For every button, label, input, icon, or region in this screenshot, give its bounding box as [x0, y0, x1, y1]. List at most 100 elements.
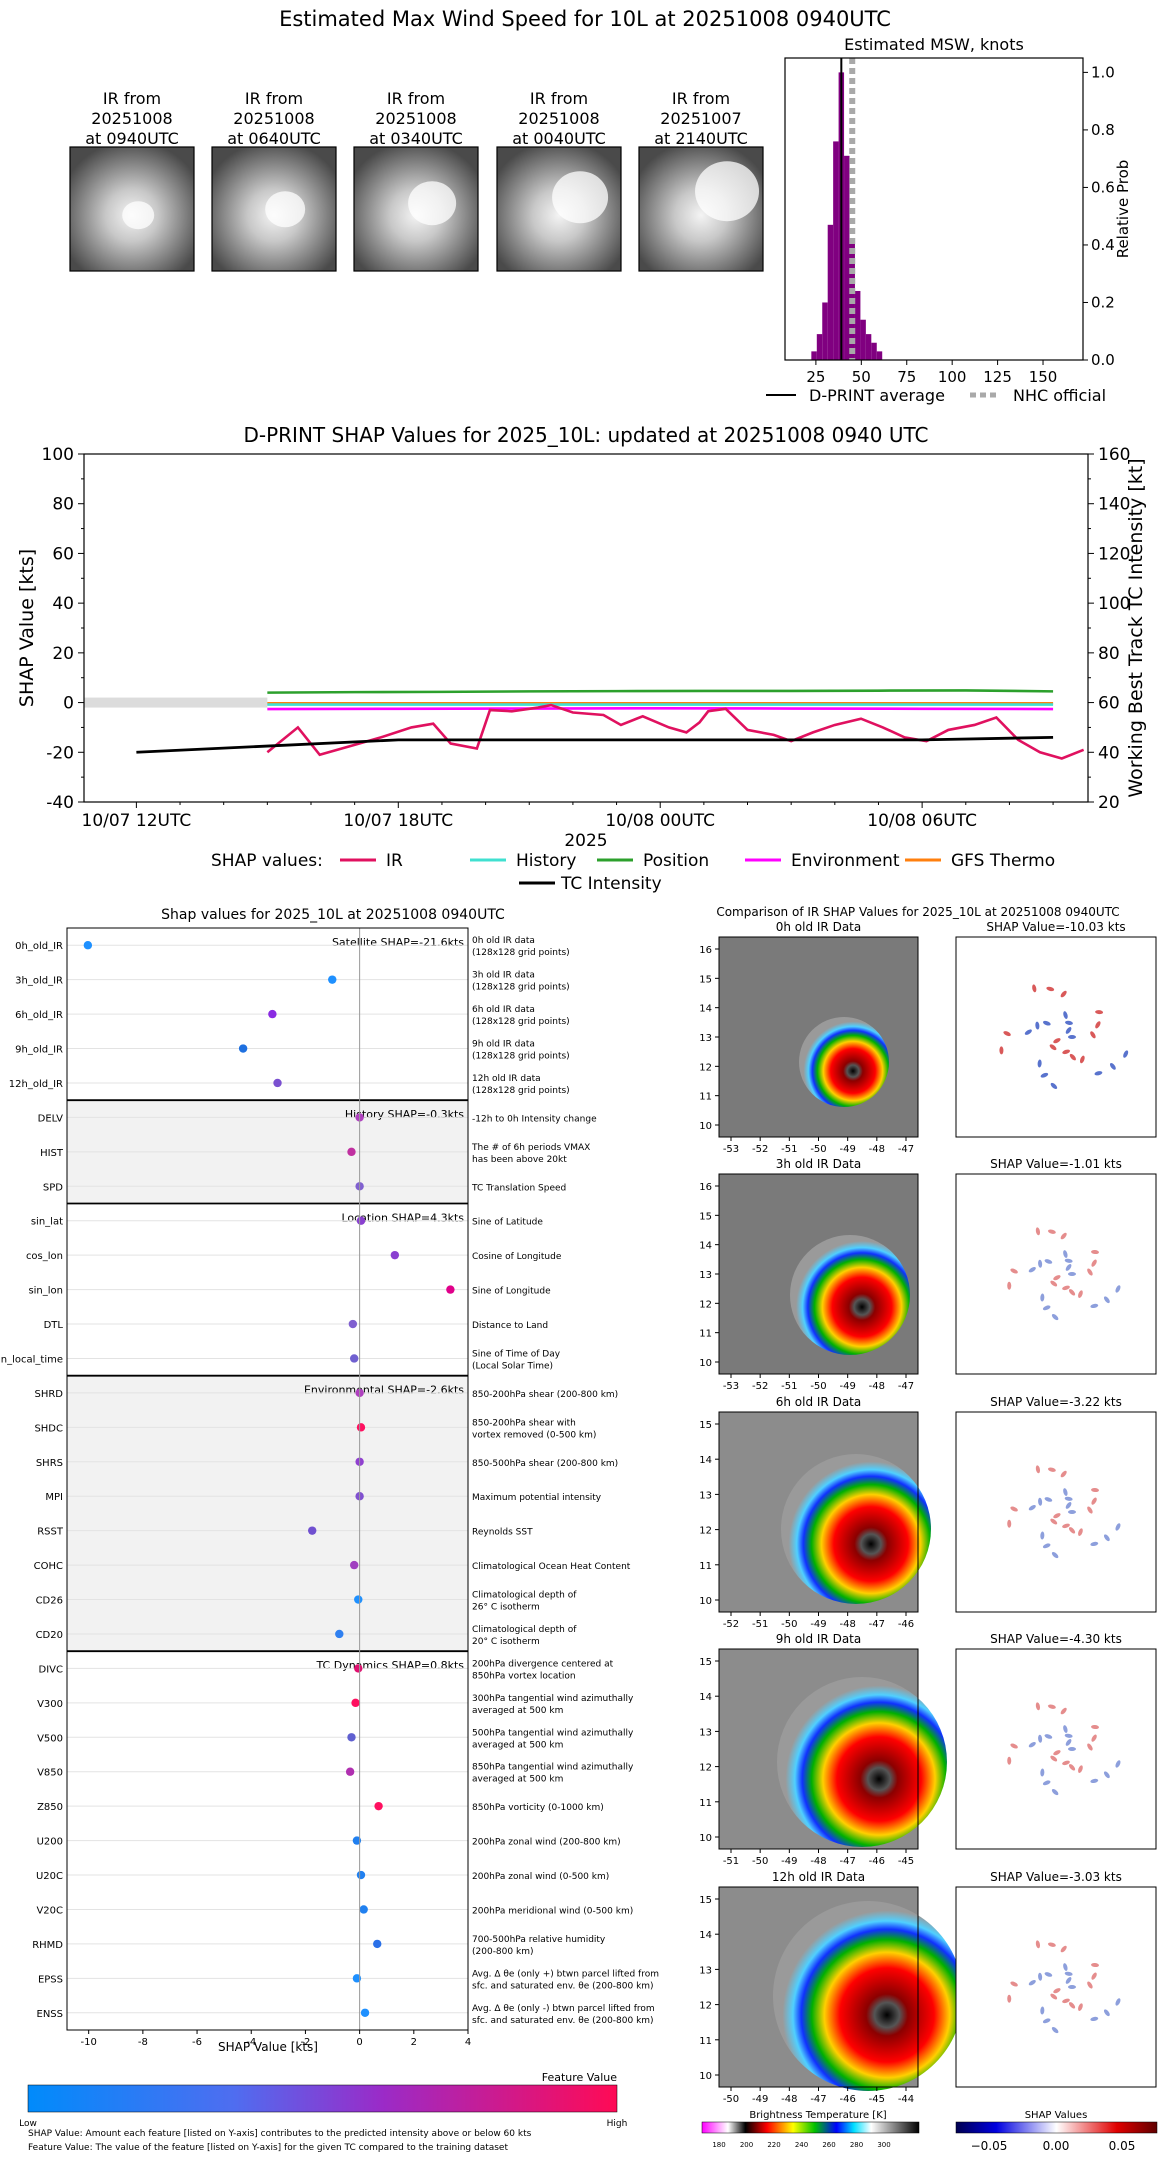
shap-panel-background — [956, 1649, 1156, 1849]
ir-x-tick-label: -52 — [752, 1381, 768, 1392]
group-label: TC Dynamics SHAP=0.8kts — [315, 1659, 464, 1672]
shap-pattern — [1028, 1266, 1036, 1273]
shap-pattern — [1060, 1232, 1067, 1240]
feature-description: 300hPa tangential wind azimuthally — [472, 1694, 634, 1704]
feature-name: V850 — [37, 1768, 63, 1779]
y2-tick-label: 60 — [1098, 694, 1120, 714]
shap-pattern — [1090, 1303, 1099, 1309]
feature-name: SPD — [43, 1182, 63, 1193]
feature-description: Sine of Latitude — [472, 1218, 543, 1228]
ir-x-tick-label: -50 — [810, 1144, 826, 1155]
feature-shap-point — [348, 1319, 358, 1329]
shap-pattern — [1115, 1285, 1121, 1293]
feature-name: U20C — [36, 1871, 63, 1882]
feature-name: CD26 — [36, 1596, 63, 1607]
ir-x-tick-label: -45 — [898, 1856, 914, 1867]
ir-x-tick-label: -52 — [723, 1619, 739, 1630]
ir-y-tick-label: 15 — [699, 974, 712, 985]
shap-pattern — [1063, 1963, 1068, 1971]
ir-y-tick-label: 15 — [699, 1895, 712, 1906]
page-title: Estimated Max Wind Speed for 10L at 2025… — [279, 7, 891, 31]
shap-pattern — [1062, 1523, 1070, 1529]
shap-pattern — [1007, 1519, 1012, 1528]
group-label: Environmental SHAP=-2.6kts — [304, 1384, 464, 1397]
shap-pattern — [1050, 1082, 1058, 1090]
feature-shap-point — [328, 975, 337, 984]
shap-tick-label: 0.05 — [1109, 2139, 1136, 2153]
feature-shap-point — [83, 941, 93, 950]
ir-x-tick-label: -50 — [723, 2094, 739, 2105]
feature-shap-point — [356, 1423, 366, 1432]
histogram-bar — [827, 224, 834, 360]
shap-pattern — [1109, 1062, 1116, 1070]
feature-name: U200 — [37, 1837, 63, 1848]
group-shading — [67, 1375, 468, 1652]
feature-description: Climatological depth of — [472, 1591, 577, 1601]
x-tick-label: 10/07 12UTC — [82, 811, 192, 831]
shap-pattern — [1032, 984, 1037, 993]
shap-pattern — [1051, 1552, 1059, 1559]
ir-y-tick-label: 10 — [699, 1833, 712, 1844]
shap-pattern — [1007, 1994, 1012, 2003]
shap-tick-label: 0.00 — [1043, 2139, 1070, 2153]
zero-band — [84, 697, 268, 708]
storm-cloud-shield — [790, 1235, 910, 1355]
shap-timeseries-chart: D-PRINT SHAP Values for 2025_10L: update… — [16, 423, 1147, 894]
feature-description: sfc. and saturated env. θe (200-800 km) — [472, 1981, 654, 1991]
shap-pattern — [1035, 1702, 1041, 1711]
shap-pattern — [1024, 1029, 1032, 1035]
thumbnail-frame — [211, 146, 337, 272]
shap-pattern — [1078, 1290, 1083, 1298]
y-tick-label: 0.2 — [1091, 293, 1115, 311]
shap-pattern — [1035, 1021, 1040, 1030]
ir-x-tick-label: -51 — [723, 1856, 739, 1867]
ir-x-tick-label: -50 — [810, 1381, 826, 1392]
shap-pattern — [1053, 1513, 1061, 1519]
shap-pattern — [1065, 1020, 1073, 1025]
group-label: Satellite SHAP=-21.6kts — [332, 936, 464, 949]
shap-pattern — [1094, 1071, 1103, 1076]
shap-pattern — [1028, 1504, 1036, 1511]
feature-shap-point — [354, 1595, 363, 1604]
cloud-core — [122, 201, 155, 230]
colorbar-title: Feature Value — [542, 2071, 618, 2084]
feature-shap-point — [390, 1250, 400, 1260]
y-tick-label: 40 — [52, 594, 74, 614]
shap-pattern — [1064, 1733, 1073, 1738]
feature-shap-point — [350, 1560, 359, 1570]
bt-colorbar-title: Brightness Temperature [K] — [749, 2110, 886, 2121]
shap-pattern — [1068, 1985, 1076, 1989]
shap-pattern — [1090, 1031, 1096, 1039]
shap-pattern — [1044, 1259, 1053, 1264]
cloud-core — [408, 181, 457, 226]
ir-x-tick-label: -51 — [781, 1144, 797, 1155]
x-tick-label: 4 — [465, 2037, 471, 2048]
histogram-bar — [854, 290, 861, 360]
x-tick-label: 10/08 00UTC — [605, 811, 715, 831]
shap-pattern — [1063, 1011, 1068, 1019]
y-tick-label: 0.0 — [1091, 351, 1115, 369]
ir-x-tick-label: -48 — [810, 1856, 826, 1867]
legend-prefix: SHAP values: — [211, 851, 323, 871]
ir-x-tick-label: -51 — [781, 1381, 797, 1392]
shap-pattern — [1048, 1229, 1056, 1234]
y2-tick-label: 100 — [1098, 594, 1130, 614]
shap-pattern — [1007, 1756, 1012, 1765]
shap-pattern — [1042, 1780, 1051, 1786]
shap-pattern — [1060, 1707, 1067, 1715]
thumbnail-frame — [496, 146, 622, 272]
feature-shap-point — [345, 1767, 355, 1776]
shap-panel-background — [956, 1174, 1156, 1374]
histogram-bar — [876, 351, 883, 360]
feature-description: 700-500hPa relative humidity — [472, 1935, 606, 1945]
timeseries-y2label: Working Best Track TC Intensity [kt] — [1125, 458, 1147, 797]
ir-x-tick-label: -53 — [723, 1381, 739, 1392]
feature-shap-point — [308, 1526, 317, 1535]
shap-pattern — [1042, 1543, 1051, 1549]
ir-x-tick-label: -49 — [839, 1144, 855, 1155]
feature-description: 850-500hPa shear (200-800 km) — [472, 1459, 618, 1469]
feature-shap-point — [373, 1939, 382, 1949]
shap-pattern — [1038, 1972, 1043, 1981]
y-tick-label: 20 — [52, 644, 74, 664]
